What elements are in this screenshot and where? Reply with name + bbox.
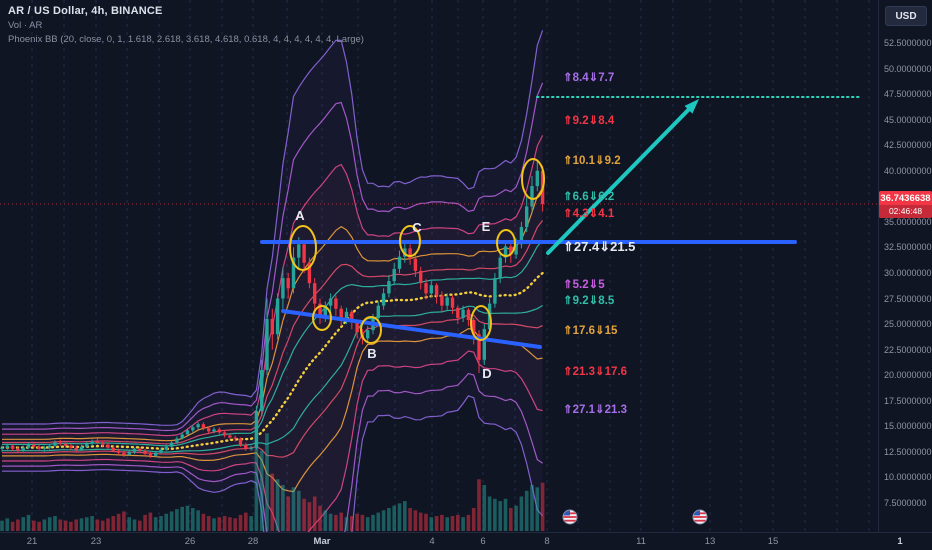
- time-axis-label: 21: [26, 536, 38, 547]
- current-price-value: 36.7436638: [880, 193, 931, 205]
- bar-countdown: 02:46:48: [879, 205, 932, 219]
- price-axis-label: 45.0000000: [884, 114, 932, 125]
- price-axis-label: 47.5000000: [884, 89, 932, 100]
- price-axis-label: 50.0000000: [884, 63, 932, 74]
- svg-text:D: D: [482, 366, 491, 381]
- price-axis-label: 15.0000000: [884, 421, 932, 432]
- time-axis-label: 4: [429, 536, 435, 547]
- price-axis-label: 35.0000000: [884, 216, 932, 227]
- time-axis-label: 8: [544, 536, 550, 547]
- price-axis-label: 40.0000000: [884, 165, 932, 176]
- price-axis-label: 30.0000000: [884, 267, 932, 278]
- time-axis-label: 6: [480, 536, 486, 547]
- price-axis-label: 20.0000000: [884, 370, 932, 381]
- time-axis-label: 11: [636, 536, 646, 547]
- current-price-badge: 36.7436638 02:46:48: [879, 191, 932, 219]
- price-axis-label: 42.5000000: [884, 140, 932, 151]
- price-axis-label: 25.0000000: [884, 319, 932, 330]
- svg-text:A: A: [295, 208, 305, 223]
- svg-text:E: E: [482, 219, 491, 234]
- price-axis[interactable]: 36.7436638 02:46:48 52.5000000 50.0000000…: [878, 0, 932, 532]
- price-axis-label: 27.5000000: [884, 293, 932, 304]
- currency-toggle-button[interactable]: USD: [885, 6, 927, 26]
- price-axis-label: 7.5000000: [884, 497, 927, 508]
- time-axis-label: 23: [90, 536, 102, 547]
- price-axis-label: 12.5000000: [884, 446, 932, 457]
- time-axis-label: 13: [704, 536, 716, 547]
- price-axis-label: 22.5000000: [884, 344, 932, 355]
- price-axis-label: 52.5000000: [884, 38, 932, 48]
- time-axis-label: 15: [767, 536, 779, 547]
- time-axis[interactable]: 21 23 26 28 Mar 4 6 8 11 13 15 1: [0, 532, 932, 550]
- price-axis-label: 32.5000000: [884, 242, 932, 253]
- price-axis-label: 17.5000000: [884, 395, 932, 406]
- price-axis-label: 10.0000000: [884, 472, 932, 483]
- time-axis-label: 1: [897, 536, 903, 547]
- time-axis-label: 26: [184, 536, 196, 547]
- time-axis-label: Mar: [313, 536, 331, 547]
- svg-text:C: C: [412, 220, 422, 235]
- time-axis-label: 28: [247, 536, 259, 547]
- svg-text:B: B: [367, 346, 376, 361]
